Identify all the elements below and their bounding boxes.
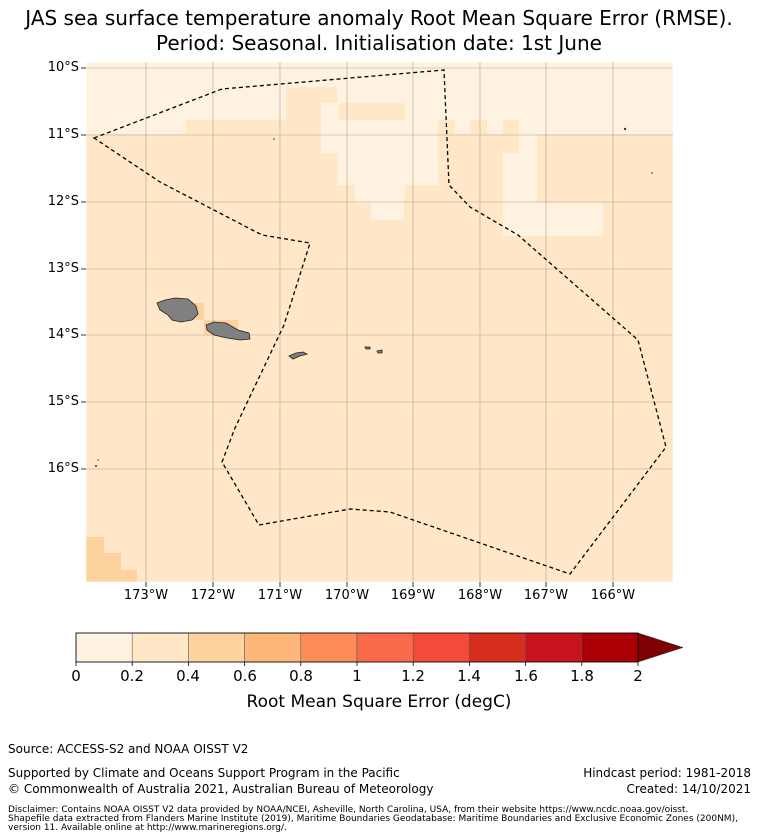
lon-label: 167°W	[523, 588, 569, 603]
low-rmse-cell	[338, 153, 438, 185]
colorbar-tick-label: 0	[71, 667, 81, 685]
colorbar	[75, 632, 684, 666]
disclaimer-line: Disclaimer: Contains NOAA OISST V2 data …	[8, 805, 689, 815]
low-rmse-cell	[503, 203, 603, 236]
tutuila-island	[288, 351, 309, 360]
colorbar-tick-label: 0.2	[120, 667, 144, 685]
colorbar-tick-label: 1	[352, 667, 362, 685]
low-rmse-cell	[86, 87, 286, 120]
low-rmse-cell	[321, 103, 339, 121]
low-rmse-cell	[355, 185, 405, 203]
colorbar-tick-label: 0.4	[176, 667, 200, 685]
colorbar-segment	[300, 632, 358, 663]
manua-island	[364, 346, 371, 350]
lat-label: 11°S	[47, 127, 79, 142]
islet	[95, 465, 97, 467]
colorbar-label: Root Mean Square Error (degC)	[246, 692, 512, 712]
hindcast-text: Hindcast period: 1981-2018	[583, 766, 751, 780]
low-rmse-cell	[487, 120, 503, 134]
low-rmse-cell	[537, 120, 673, 134]
colorbar-tick-label: 0.6	[233, 667, 257, 685]
low-rmse-cell	[503, 153, 537, 203]
low-rmse-cell	[86, 62, 673, 87]
low-rmse-cell	[455, 120, 470, 134]
low-rmse-cell	[86, 120, 186, 134]
disclaimer-line: version 11. Available online at http://w…	[8, 823, 287, 833]
colorbar-tick-label: 1.4	[457, 667, 481, 685]
source-text: Source: ACCESS-S2 and NOAA OISST V2	[8, 742, 249, 756]
lon-label: 166°W	[590, 588, 636, 603]
savaii-island	[156, 297, 199, 323]
upolu-island	[205, 321, 251, 341]
moderate-rmse-cell	[104, 553, 121, 582]
colorbar-segment	[75, 632, 133, 663]
created-text: Created: 14/10/2021	[626, 782, 751, 796]
colorbar-tick-label: 1.8	[570, 667, 594, 685]
colorbar-segment	[525, 632, 583, 663]
lat-label: 14°S	[47, 327, 79, 342]
colorbar-tick-label: 1.2	[401, 667, 425, 685]
supported-text: Supported by Climate and Oceans Support …	[8, 766, 400, 780]
colorbar-tick-label: 0.8	[289, 667, 313, 685]
moderate-rmse-cell	[121, 570, 137, 582]
graticule	[86, 62, 673, 582]
colorbar-segment	[356, 632, 414, 663]
lon-label: 171°W	[257, 588, 303, 603]
low-rmse-regions	[86, 62, 673, 236]
lon-label: 169°W	[390, 588, 436, 603]
low-rmse-cell	[337, 87, 673, 103]
lat-label: 12°S	[47, 194, 79, 209]
low-rmse-cell	[371, 203, 404, 220]
lon-label: 172°W	[190, 588, 236, 603]
disclaimer-line: Shapefile data extracted from Flanders M…	[8, 814, 738, 824]
colorbar-segment	[469, 632, 526, 663]
small-islets	[95, 127, 653, 467]
colorbar-tick-label: 1.6	[514, 667, 538, 685]
islet	[651, 172, 653, 174]
colorbar-segment	[244, 632, 302, 663]
lon-label: 168°W	[457, 588, 503, 603]
manua-island	[376, 349, 383, 354]
map-title-line-2: Period: Seasonal. Initialisation date: 1…	[156, 31, 602, 55]
colorbar-segment	[581, 632, 639, 663]
islet	[273, 138, 275, 140]
lat-label: 10°S	[47, 60, 79, 75]
low-rmse-cell	[321, 120, 438, 153]
map-title-line-1: JAS sea surface temperature anomaly Root…	[25, 6, 733, 30]
copyright-text: © Commonwealth of Australia 2021, Austra…	[8, 782, 434, 796]
axis-ticks	[81, 67, 614, 587]
moderate-rmse-cell	[86, 537, 104, 582]
islet	[623, 127, 627, 131]
colorbar-segment	[188, 632, 245, 663]
low-rmse-cell	[519, 120, 537, 153]
islet	[97, 459, 99, 461]
low-rmse-cell	[405, 103, 673, 120]
map-frame	[85, 61, 674, 583]
lat-label: 15°S	[47, 394, 79, 409]
lat-label: 13°S	[47, 261, 79, 276]
land-masses	[156, 297, 383, 360]
lon-label: 173°W	[123, 588, 169, 603]
colorbar-segment	[412, 632, 470, 663]
lat-label: 16°S	[47, 461, 79, 476]
colorbar-tick-label: 2	[633, 667, 643, 685]
lon-label: 170°W	[324, 588, 370, 603]
colorbar-extend-arrow	[637, 632, 684, 663]
colorbar-segment	[131, 632, 189, 663]
